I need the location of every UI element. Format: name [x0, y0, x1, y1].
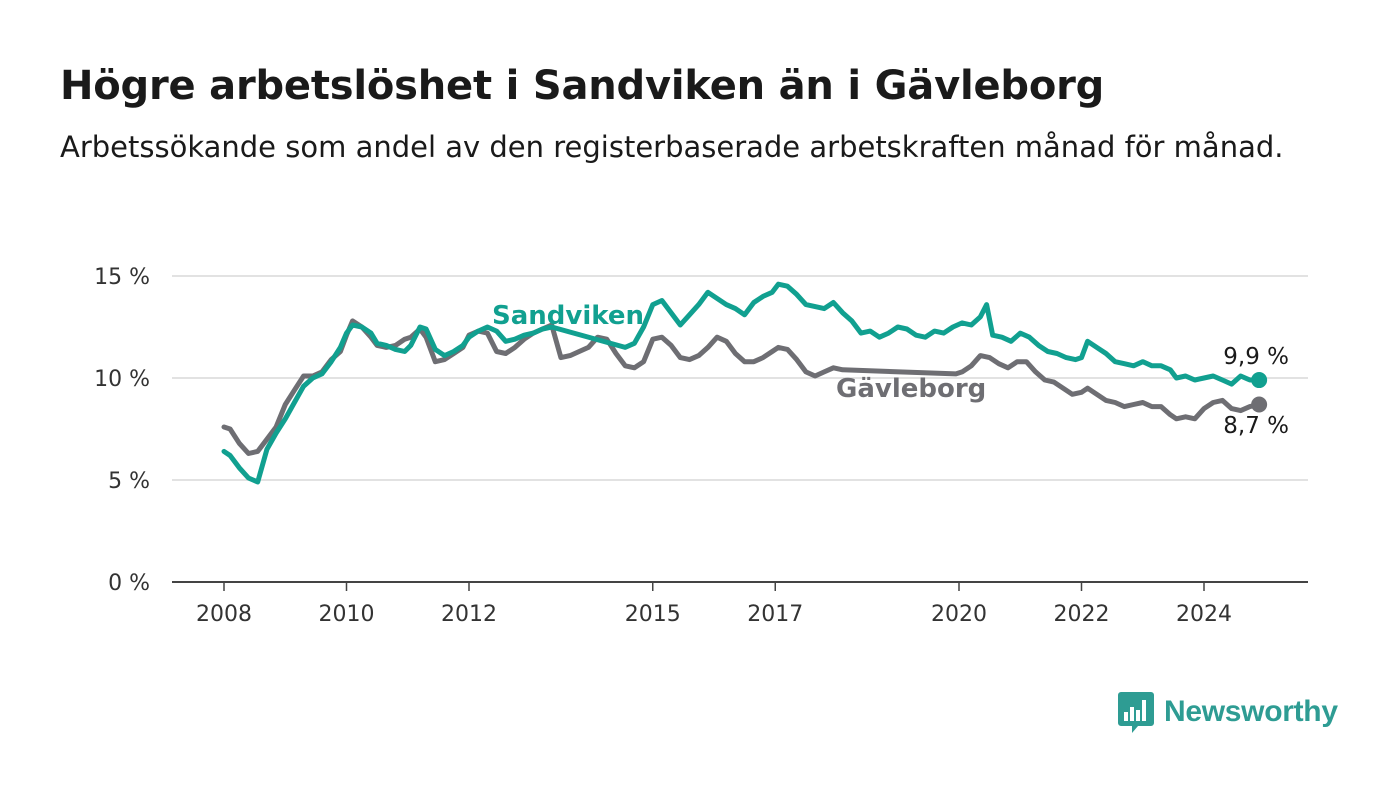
x-tick-label: 2015: [625, 602, 681, 627]
series-line-gavleborg: [221, 318, 1262, 456]
end-label-sandviken: 9,9 %: [1223, 344, 1289, 370]
grid-lines: [172, 275, 1308, 583]
y-tick-label: 5 %: [108, 469, 150, 494]
brand-name: Newsworthy: [1164, 695, 1338, 728]
series-label-gavleborg: Gävleborg: [836, 374, 986, 404]
y-axis: 0 % 5 % 10 % 15 %: [94, 265, 150, 596]
x-tick-label: 2010: [319, 602, 375, 627]
x-tick-label: 2020: [931, 602, 987, 627]
x-tick-label: 2008: [196, 602, 252, 627]
x-tick-label: 2017: [747, 602, 803, 627]
y-tick-label: 10 %: [94, 367, 150, 392]
x-tick-label: 2022: [1054, 602, 1110, 627]
x-tick-label: 2012: [441, 602, 497, 627]
x-tick-label: 2024: [1176, 602, 1232, 627]
end-point-gavleborg: [1251, 396, 1268, 413]
chart-title: Högre arbetslöshet i Sandviken än i Gävl…: [60, 63, 1105, 109]
series-line-sandviken: [221, 281, 1262, 485]
newsworthy-logo: Newsworthy: [1118, 690, 1338, 734]
series-lines: [221, 281, 1268, 485]
y-tick-label: 0 %: [108, 571, 150, 596]
end-point-sandviken: [1251, 372, 1268, 389]
y-tick-label: 15 %: [94, 265, 150, 290]
end-label-gavleborg: 8,7 %: [1223, 413, 1289, 439]
series-label-sandviken: Sandviken: [492, 301, 644, 331]
bar-chart-icon: [1118, 692, 1154, 733]
x-axis: 2008 2010 2012 2015 2017 2020 2022 2024: [196, 582, 1232, 627]
chart-subtitle: Arbetssökande som andel av den registerb…: [60, 130, 1284, 164]
